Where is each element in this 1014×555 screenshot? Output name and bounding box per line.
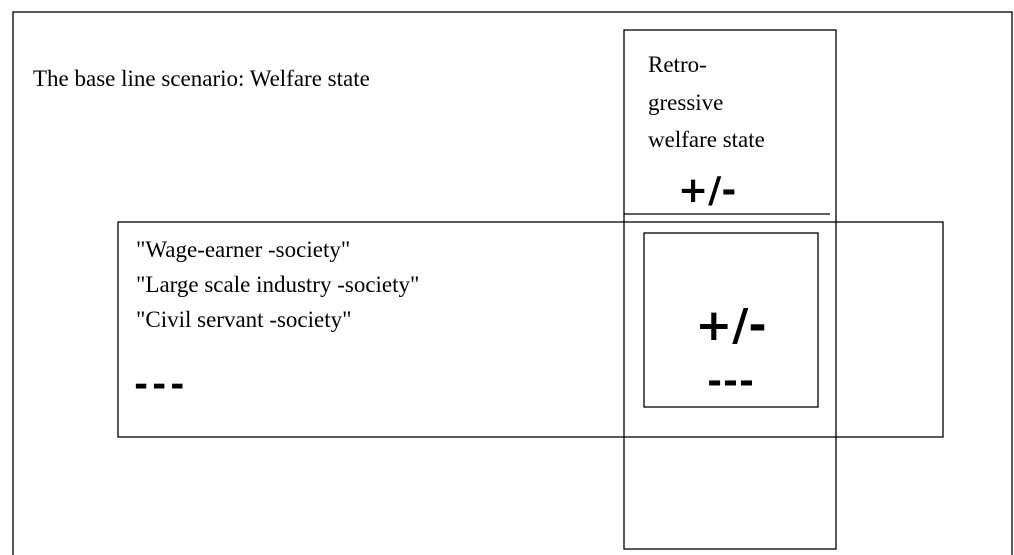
column-box (623, 29, 837, 550)
scenario-item: "Civil servant -society" (136, 307, 352, 332)
overlap-sign: +/- (695, 300, 766, 351)
column-sign: +/- (678, 170, 736, 211)
scenario-sign: --- (134, 365, 188, 405)
row-box (117, 221, 944, 438)
scenario-item: "Wage-earner -society" (136, 237, 350, 262)
overlap-box (643, 232, 819, 408)
overlap-dashes: --- (707, 361, 755, 402)
column-line: gressive (648, 90, 723, 115)
column-line: Retro- (648, 52, 707, 77)
column-line: welfare state (648, 127, 765, 152)
scenario-item: "Large scale industry -society" (136, 272, 419, 297)
outer-frame (12, 11, 1013, 555)
title: The base line scenario: Welfare state (33, 66, 370, 91)
